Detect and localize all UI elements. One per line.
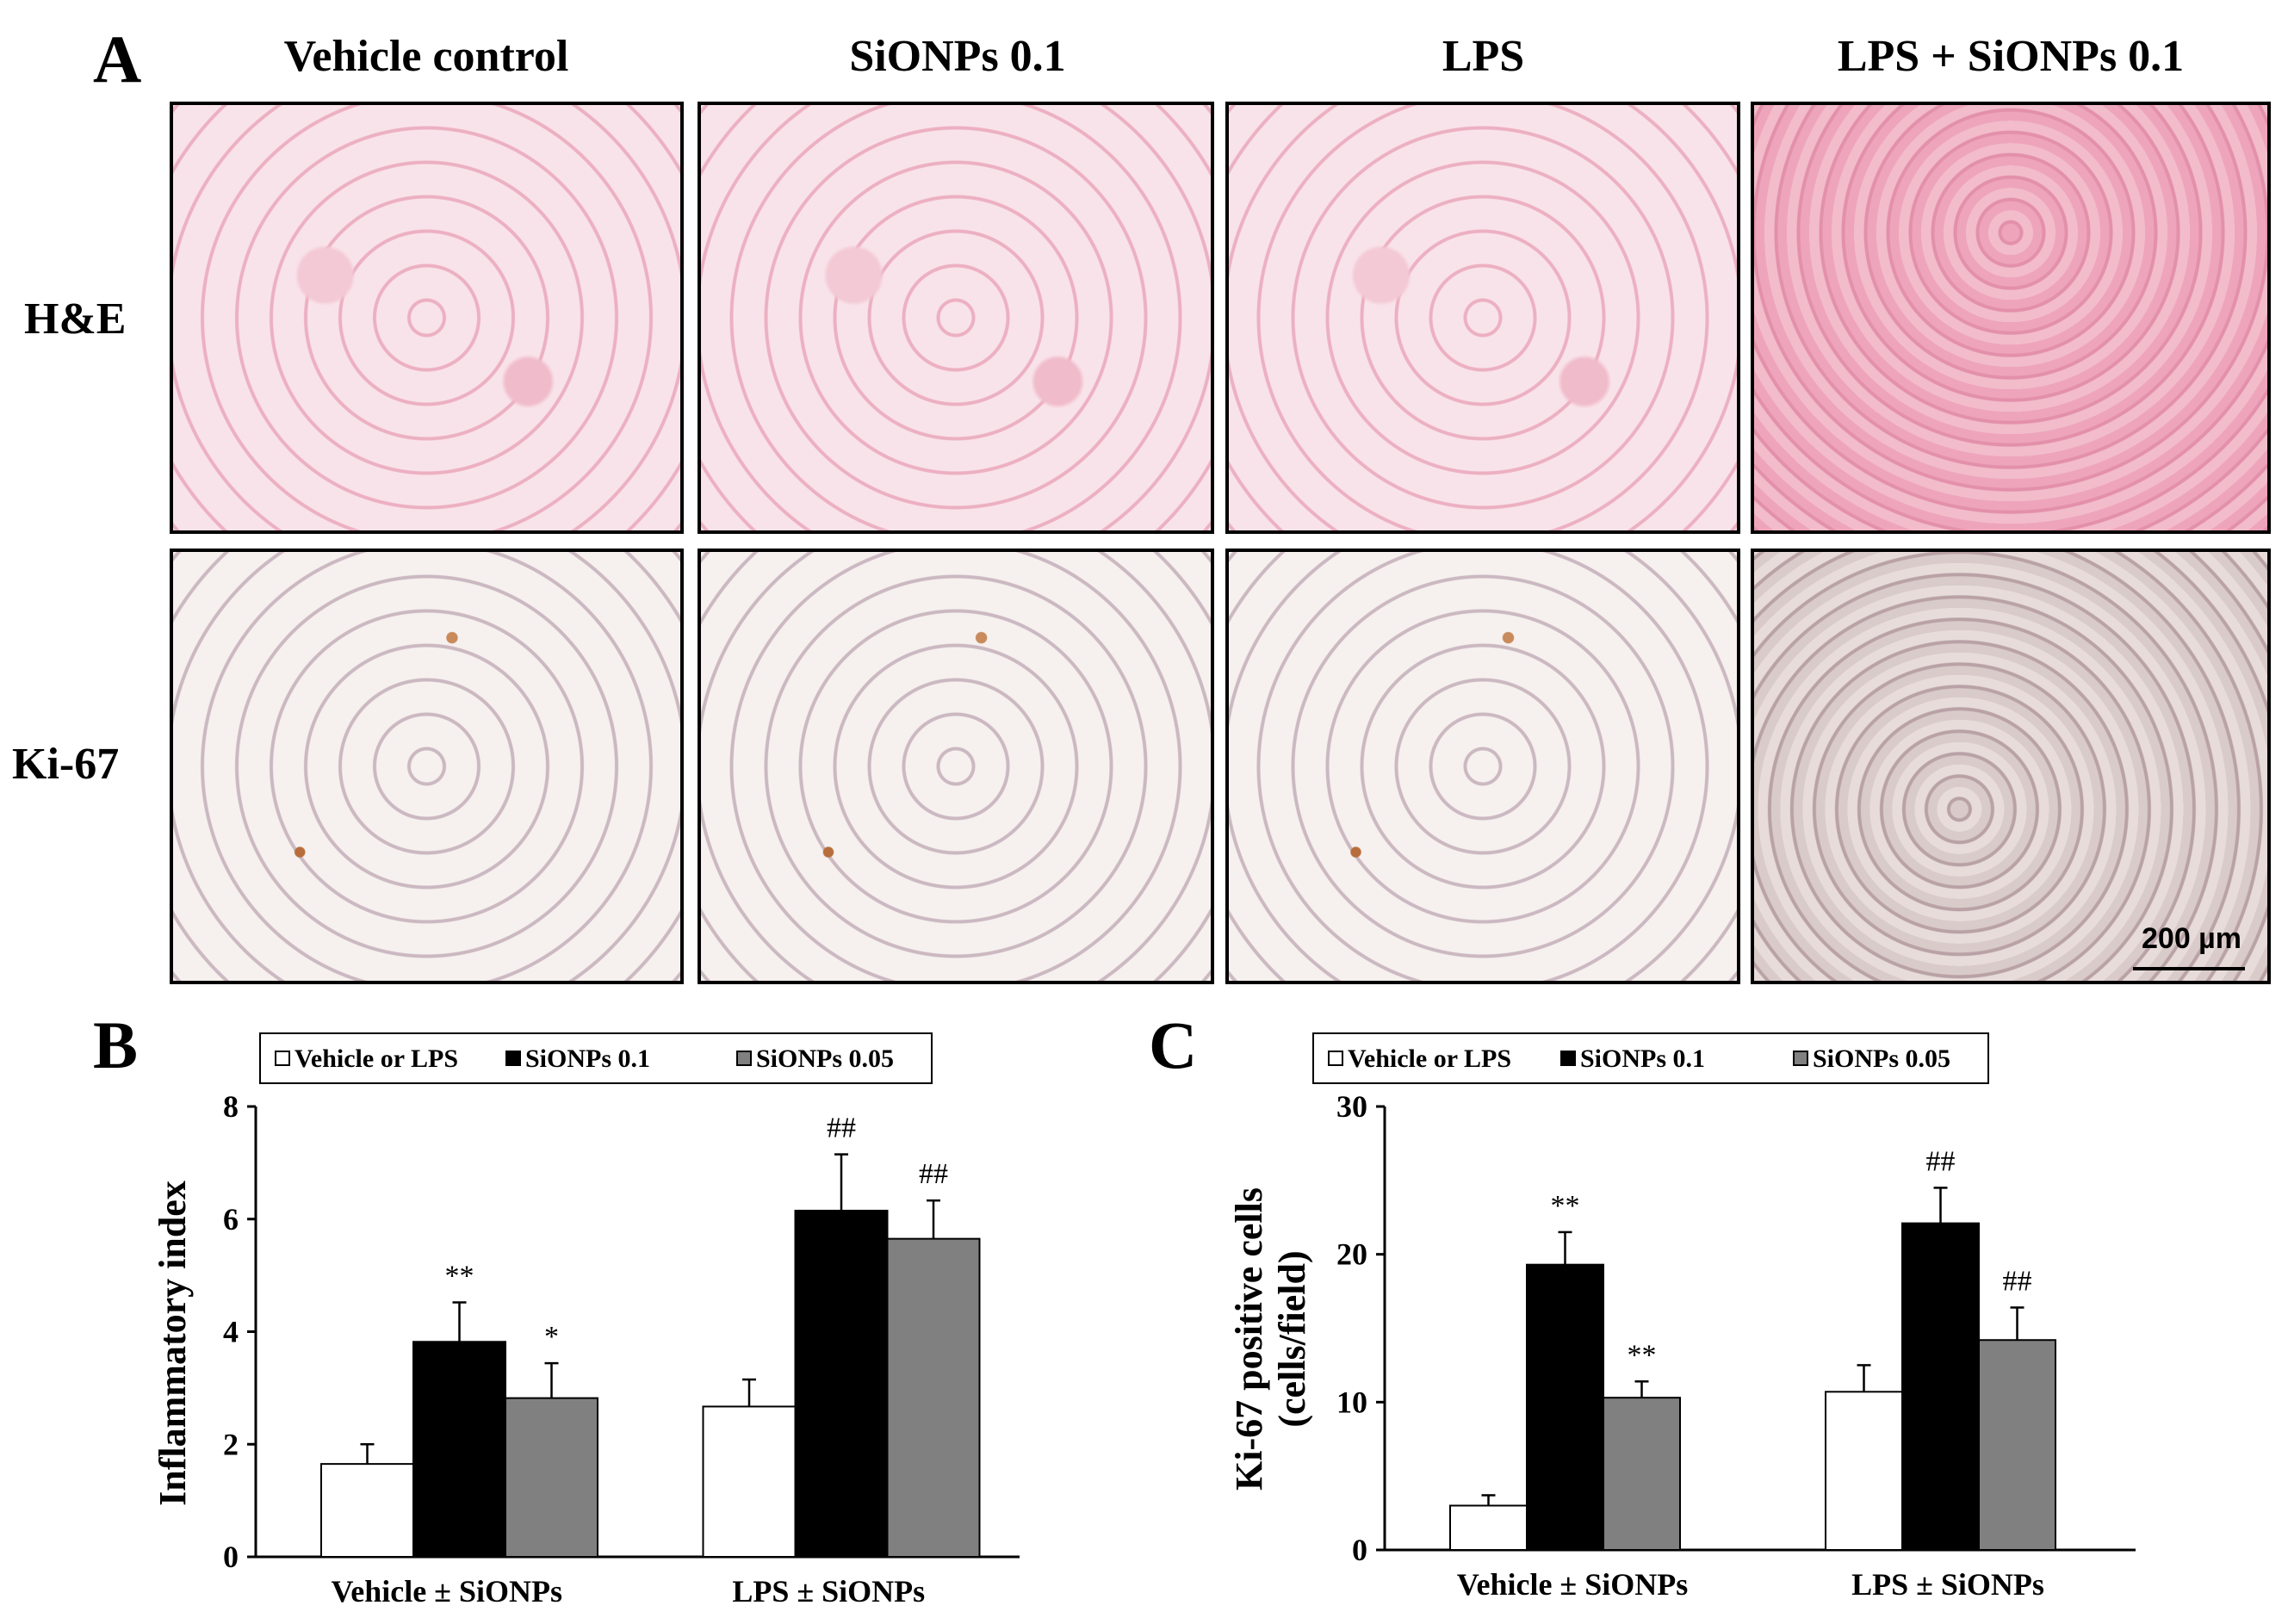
legend-label: SiONPs 0.1 [525, 1044, 650, 1073]
ki67-vehicle-control-image [170, 549, 684, 984]
he-lps-image [1225, 102, 1740, 534]
significance-label: ** [445, 1261, 474, 1292]
scale-bar-label: 200 µm [2142, 922, 2241, 955]
he-vehicle-control-image [170, 102, 684, 534]
chart-c: C Vehicle or LPS SiONPs 0.1 SiONPs 0.05 0 10 2… [1149, 1007, 2136, 1602]
y-tick-label: 0 [223, 1540, 239, 1574]
x-category-label: Vehicle ± SiONPs [1457, 1567, 1688, 1602]
significance-label: ## [2003, 1265, 2032, 1297]
significance-label: ## [919, 1158, 948, 1190]
row-header-ki67: Ki-67 [12, 740, 120, 789]
significance-label: ## [1926, 1145, 1956, 1177]
panel-letter: B [93, 1007, 138, 1082]
legend-swatch [736, 1051, 752, 1066]
column-header-4: LPS + SiONPs 0.1 [1837, 32, 2185, 81]
legend-swatch [1793, 1051, 1808, 1066]
x-category-label: LPS ± SiONPs [1851, 1567, 2044, 1602]
panel-a-letter: A [93, 22, 142, 96]
column-header-3: LPS [1442, 32, 1525, 81]
significance-label: * [544, 1321, 559, 1353]
bar [412, 1341, 506, 1558]
significance-label: ## [827, 1113, 856, 1144]
y-tick-label: 0 [1352, 1533, 1367, 1567]
bar [1449, 1504, 1528, 1551]
y-tick-label: 2 [223, 1427, 239, 1461]
y-tick-label: 30 [1336, 1089, 1367, 1124]
legend-swatch [1328, 1051, 1343, 1066]
ki67-lps-image [1225, 549, 1740, 984]
y-tick-label: 6 [223, 1202, 239, 1237]
legend-box [259, 1032, 933, 1084]
bar [794, 1209, 889, 1558]
bar [1603, 1397, 1681, 1551]
bar [886, 1237, 981, 1558]
bar [1901, 1222, 1980, 1551]
row-header-he: H&E [24, 294, 127, 344]
legend-label: SiONPs 0.05 [1813, 1044, 1950, 1073]
legend-swatch [275, 1051, 290, 1066]
legend-label: Vehicle or LPS [1348, 1044, 1511, 1073]
y-axis-label: (cells/field) [1271, 1250, 1313, 1427]
column-header-2: SiONPs 0.1 [849, 32, 1066, 81]
x-category-label: LPS ± SiONPs [732, 1574, 925, 1609]
ki67-lps-sionps-image: 200 µm [1751, 549, 2271, 984]
legend-swatch [505, 1051, 521, 1066]
bar [1825, 1391, 1903, 1552]
legend-label: SiONPs 0.05 [756, 1044, 894, 1073]
y-tick-label: 8 [223, 1089, 239, 1124]
y-tick-label: 10 [1336, 1385, 1367, 1419]
he-sionps-image [698, 102, 1214, 534]
y-tick-label: 4 [223, 1315, 239, 1349]
bar [320, 1463, 414, 1558]
legend-label: Vehicle or LPS [295, 1044, 458, 1073]
legend-label: SiONPs 0.1 [1580, 1044, 1705, 1073]
significance-label: ** [1628, 1339, 1657, 1371]
chart-b: B Vehicle or LPS SiONPs 0.1 SiONPs 0.05 0 2 4 6… [93, 1007, 1020, 1609]
bar [702, 1405, 797, 1559]
column-header-1: Vehicle control [283, 32, 569, 81]
legend-box [1312, 1032, 1989, 1084]
panel-letter: C [1149, 1007, 1197, 1082]
legend-swatch [1560, 1051, 1576, 1066]
y-axis-label: Ki-67 positive cells [1228, 1187, 1270, 1491]
he-lps-sionps-image [1751, 102, 2271, 534]
bar [1526, 1263, 1604, 1551]
ki67-sionps-image [698, 549, 1214, 984]
x-category-label: Vehicle ± SiONPs [332, 1574, 562, 1609]
scale-bar [2133, 967, 2245, 970]
significance-label: ** [1551, 1190, 1580, 1222]
y-tick-label: 20 [1336, 1237, 1367, 1272]
bar [505, 1397, 598, 1558]
bar [1978, 1339, 2056, 1551]
y-axis-label: Inflammatory index [152, 1181, 194, 1506]
